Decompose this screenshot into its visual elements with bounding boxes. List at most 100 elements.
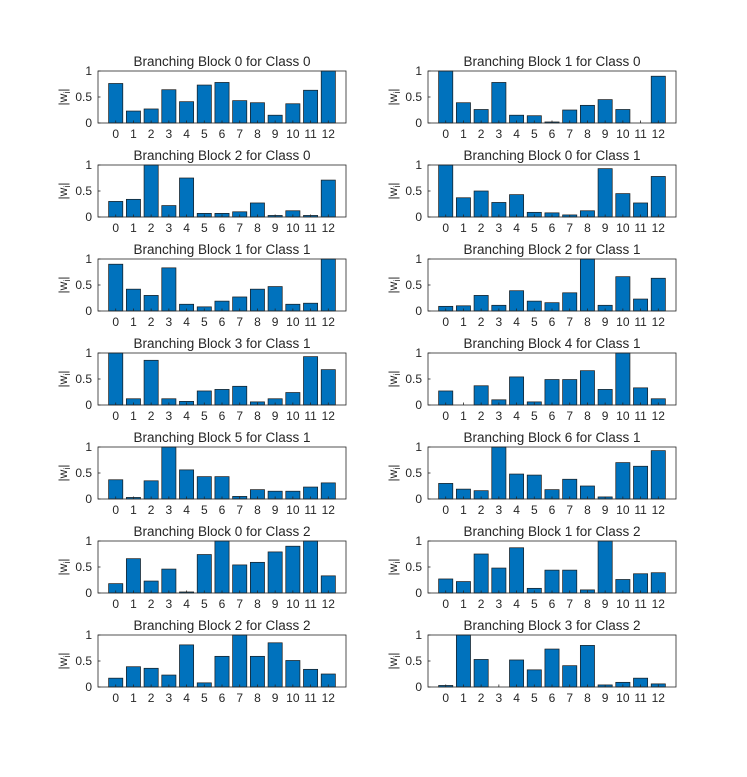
x-tick-label: 3: [496, 409, 503, 423]
bar: [232, 634, 248, 688]
bar: [650, 176, 666, 218]
x-tick-label: 3: [496, 127, 503, 141]
bar: [267, 551, 283, 594]
x-tick-label: 5: [531, 127, 538, 141]
x-tick-label: 0: [442, 221, 449, 235]
subplot-title: Branching Block 1 for Class 2: [463, 524, 640, 539]
bar: [303, 89, 319, 124]
x-tick-label: 5: [201, 503, 208, 517]
y-tick-label: 0.5: [75, 466, 92, 480]
x-tick-label: 11: [304, 691, 317, 705]
subplot-0: Branching Block 0 for Class 00 1 2 3 4 5 6 7 8 9 1…: [56, 54, 347, 141]
y-tick-label: 0: [85, 116, 92, 130]
x-tick-label: 1: [130, 503, 137, 517]
x-tick-label: 2: [148, 409, 155, 423]
x-tick-label: 4: [513, 691, 520, 705]
x-tick-label: 3: [496, 503, 503, 517]
bar: [650, 277, 666, 312]
bar: [143, 164, 159, 218]
x-tick-label: 10: [286, 691, 300, 705]
x-tick-label: 5: [531, 221, 538, 235]
x-tick-label: 12: [322, 503, 336, 517]
bar: [579, 370, 595, 406]
y-tick-label: 1: [415, 534, 422, 548]
bar: [179, 469, 195, 500]
x-tick-label: 4: [513, 409, 520, 423]
x-tick-label: 7: [566, 221, 573, 235]
y-tick-label: 0.5: [405, 184, 422, 198]
bar: [562, 665, 578, 688]
bar: [455, 102, 471, 124]
bar: [509, 376, 525, 406]
subplot-title: Branching Block 2 for Class 1: [463, 242, 640, 257]
x-tick-label: 2: [148, 221, 155, 235]
x-tick-label: 8: [254, 597, 261, 611]
subplot-title: Branching Block 0 for Class 1: [463, 148, 640, 163]
x-tick-label: 6: [219, 409, 226, 423]
x-tick-label: 0: [442, 691, 449, 705]
x-tick-label: 1: [130, 409, 137, 423]
bar: [320, 179, 336, 218]
bar: [562, 569, 578, 594]
x-tick-label: 8: [584, 127, 591, 141]
subplot-11: Branching Block 1 for Class 20 1 2 3 4 5 6 7 8 9 1…: [386, 524, 677, 611]
bar: [473, 553, 489, 594]
subplot-title: Branching Block 4 for Class 1: [463, 336, 640, 351]
x-tick-label: 7: [236, 127, 243, 141]
y-tick-label: 0.5: [405, 654, 422, 668]
subplot-3: Branching Block 0 for Class 10 1 2 3 4 5 6 7 8 9 1…: [386, 148, 677, 235]
x-tick-label: 1: [130, 127, 137, 141]
y-tick-label: 0.5: [405, 466, 422, 480]
x-tick-label: 1: [460, 221, 467, 235]
x-tick-label: 0: [112, 127, 119, 141]
x-tick-label: 7: [566, 691, 573, 705]
bar: [125, 666, 141, 688]
x-tick-label: 5: [531, 597, 538, 611]
x-tick-label: 5: [201, 315, 208, 329]
x-tick-label: 4: [183, 597, 190, 611]
bar: [125, 198, 141, 218]
bar: [232, 100, 248, 124]
x-tick-label: 7: [236, 409, 243, 423]
x-tick-label: 10: [616, 409, 630, 423]
x-tick-label: 0: [112, 315, 119, 329]
y-tick-label: 0: [415, 492, 422, 506]
y-tick-label: 0: [85, 492, 92, 506]
x-tick-label: 9: [602, 127, 609, 141]
subplot-8: Branching Block 5 for Class 10 1 2 3 4 5 6 7 8 9 1…: [56, 430, 347, 517]
bar: [615, 462, 631, 500]
bar: [196, 554, 212, 594]
bar: [143, 480, 159, 500]
x-tick-label: 7: [566, 315, 573, 329]
x-tick-label: 5: [531, 503, 538, 517]
y-tick-label: 0: [415, 586, 422, 600]
x-tick-label: 2: [148, 503, 155, 517]
x-tick-label: 6: [549, 315, 556, 329]
bar: [438, 164, 454, 218]
bar: [509, 547, 525, 594]
y-tick-label: 0.5: [75, 372, 92, 386]
x-tick-label: 11: [634, 127, 647, 141]
x-tick-label: 11: [634, 691, 647, 705]
x-tick-label: 12: [322, 597, 336, 611]
bar: [179, 101, 195, 124]
x-tick-label: 9: [602, 691, 609, 705]
bar: [562, 379, 578, 406]
x-tick-label: 1: [460, 691, 467, 705]
x-tick-label: 8: [584, 315, 591, 329]
x-tick-label: 10: [616, 597, 630, 611]
y-tick-label: 0.5: [75, 654, 92, 668]
subplot-2: Branching Block 2 for Class 00 1 2 3 4 5 6 7 8 9 1…: [56, 148, 347, 235]
bar: [615, 276, 631, 312]
x-tick-label: 0: [112, 221, 119, 235]
bar: [320, 70, 336, 124]
y-axis-label: |wi|: [386, 465, 402, 482]
bar: [249, 655, 265, 688]
x-tick-label: 0: [442, 503, 449, 517]
y-tick-label: 1: [415, 440, 422, 454]
x-tick-label: 2: [148, 597, 155, 611]
x-tick-label: 9: [272, 597, 279, 611]
bar: [179, 644, 195, 688]
bar: [650, 450, 666, 500]
bar: [108, 479, 124, 500]
